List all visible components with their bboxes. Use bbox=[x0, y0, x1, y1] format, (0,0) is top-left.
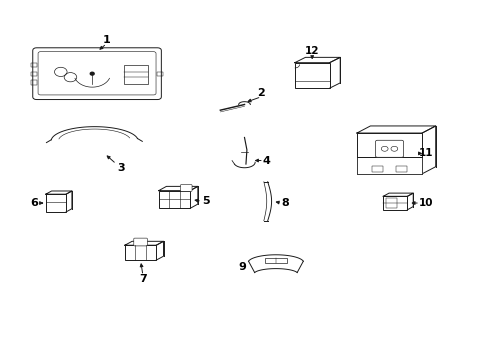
Text: 2: 2 bbox=[257, 88, 265, 98]
FancyBboxPatch shape bbox=[134, 238, 147, 246]
Bar bbox=[157, 72, 163, 76]
Bar bbox=[356, 157, 421, 174]
Bar bbox=[395, 166, 407, 172]
Text: 9: 9 bbox=[238, 262, 245, 272]
Bar bbox=[46, 194, 66, 212]
Bar bbox=[294, 63, 329, 88]
Text: 11: 11 bbox=[418, 148, 432, 158]
Bar bbox=[386, 198, 396, 208]
FancyBboxPatch shape bbox=[375, 140, 403, 157]
Text: 10: 10 bbox=[418, 198, 432, 208]
Bar bbox=[31, 63, 37, 67]
Bar bbox=[159, 191, 190, 208]
Circle shape bbox=[90, 72, 94, 75]
Bar bbox=[31, 80, 37, 85]
FancyBboxPatch shape bbox=[33, 48, 161, 100]
FancyBboxPatch shape bbox=[180, 185, 192, 192]
Bar bbox=[265, 258, 286, 262]
Text: 1: 1 bbox=[102, 35, 110, 45]
Text: 5: 5 bbox=[202, 196, 209, 206]
Text: 3: 3 bbox=[117, 163, 125, 172]
Text: 8: 8 bbox=[281, 198, 289, 208]
Text: 7: 7 bbox=[139, 274, 146, 284]
Bar bbox=[124, 245, 156, 260]
Text: 6: 6 bbox=[30, 198, 38, 208]
Bar bbox=[123, 65, 147, 84]
Text: 12: 12 bbox=[305, 46, 319, 56]
Bar bbox=[356, 133, 421, 174]
Bar bbox=[371, 166, 383, 172]
Text: 4: 4 bbox=[262, 156, 270, 166]
Bar bbox=[31, 72, 37, 76]
Bar bbox=[383, 196, 407, 210]
